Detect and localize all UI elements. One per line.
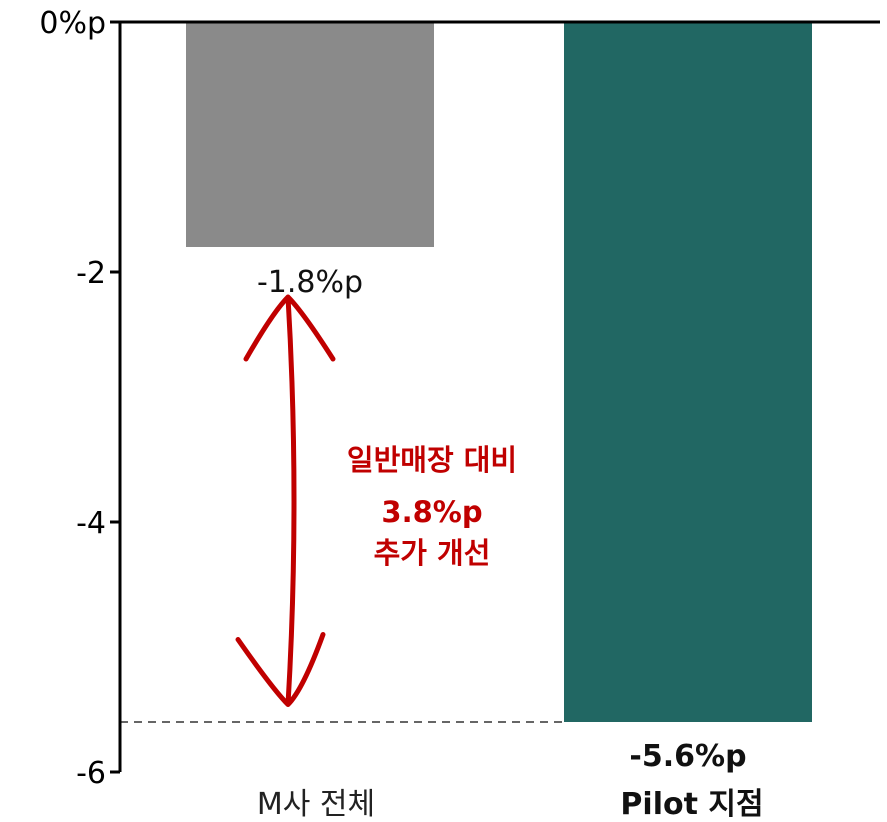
bar-value-label: -5.6%p — [629, 739, 746, 774]
double-arrow-icon — [235, 294, 336, 707]
annotation-line-2: 3.8%p — [381, 495, 482, 529]
y-tick-label: -4 — [76, 506, 106, 541]
y-tick-label: -6 — [76, 756, 106, 791]
bar-2 — [564, 22, 812, 722]
bar-1 — [186, 22, 434, 247]
y-tick-label: -2 — [76, 256, 106, 291]
annotation-line-1: 일반매장 대비 — [347, 443, 517, 477]
category-label: Pilot 지점 — [620, 787, 763, 822]
category-label: M사 전체 — [257, 787, 375, 822]
annotation-line-3: 추가 개선 — [374, 536, 491, 570]
y-tick-label: 0%p — [39, 6, 106, 41]
bar-value-label: -1.8%p — [257, 265, 363, 300]
